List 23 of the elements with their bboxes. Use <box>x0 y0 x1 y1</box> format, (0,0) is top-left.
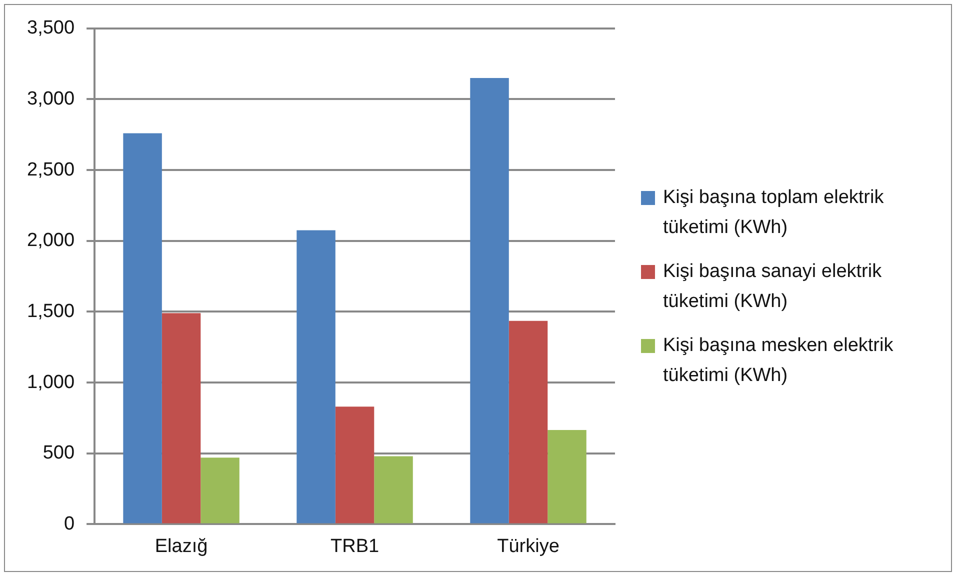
legend-label: Kişi başına toplam elektrik tüketimi (KWh) <box>663 186 885 240</box>
bar <box>296 230 336 524</box>
x-tick-label: Türkiye <box>497 536 560 557</box>
x-tick-label: Elazığ <box>154 536 208 557</box>
x-tick-label: TRB1 <box>330 536 380 557</box>
y-tick-label: 1,500 <box>27 300 75 322</box>
bar <box>508 320 548 524</box>
legend-label: Kişi başına mesken elektrik tüketimi (KWh) <box>663 334 894 388</box>
y-tick-label: 3,000 <box>27 88 75 110</box>
y-tick-label: 1,000 <box>27 372 75 393</box>
bar <box>123 133 162 524</box>
bar <box>548 430 586 524</box>
bar <box>470 78 509 524</box>
bar <box>162 313 201 524</box>
bar <box>200 458 240 524</box>
y-tick-label: 2,000 <box>27 230 75 252</box>
y-tick-label: 500 <box>42 442 75 464</box>
y-tick-label: 0 <box>64 513 75 534</box>
y-tick-label: 3,500 <box>27 18 75 39</box>
bar <box>335 406 374 524</box>
y-tick-label: 2,500 <box>27 159 75 180</box>
bar <box>374 456 413 524</box>
legend-label: Kişi başına sanayi elektrik tüketimi (KWh) <box>663 260 883 314</box>
